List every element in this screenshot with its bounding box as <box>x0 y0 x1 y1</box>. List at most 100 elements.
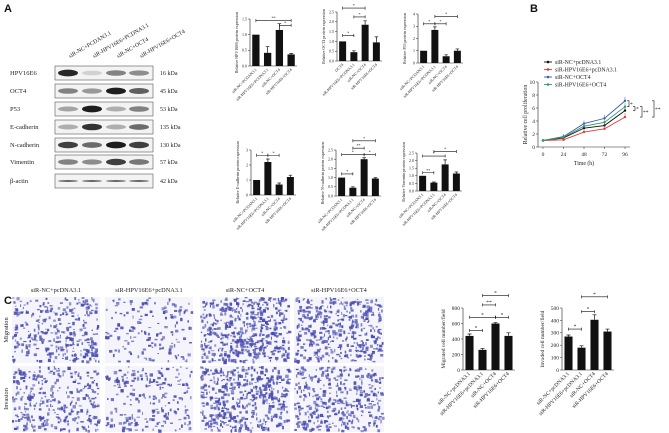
stained-cell <box>41 425 45 428</box>
stained-cell <box>258 348 262 352</box>
stained-cell <box>345 400 347 403</box>
stained-cell <box>48 352 52 356</box>
stained-cell <box>213 376 215 380</box>
stained-cell <box>303 315 307 319</box>
stained-cell <box>131 308 135 311</box>
y-tick-label: 3 <box>246 147 248 152</box>
stained-cell <box>268 333 270 338</box>
stained-cell <box>229 306 232 309</box>
stained-cell <box>16 386 18 390</box>
significance-bracket <box>469 328 483 332</box>
stained-cell <box>18 406 21 410</box>
stained-cell <box>380 332 382 335</box>
stained-cell <box>250 422 252 424</box>
stained-cell <box>215 332 217 336</box>
stained-cell <box>295 414 299 418</box>
stained-cell <box>260 329 263 333</box>
kda-label: 42 kDa <box>160 179 178 185</box>
stained-cell <box>17 311 21 316</box>
stained-cell <box>321 305 324 307</box>
stained-cell <box>129 392 133 396</box>
stained-cell <box>261 344 264 348</box>
legend-label: siR-NC+OCT4 <box>555 75 591 81</box>
stained-cell <box>80 421 84 423</box>
error-bar <box>363 20 367 25</box>
stained-cell <box>344 350 347 354</box>
stained-cell <box>338 398 342 402</box>
stained-cell <box>223 421 227 423</box>
stained-cell <box>146 377 148 381</box>
stained-cell <box>301 421 304 423</box>
stained-cell <box>322 401 326 405</box>
stained-cell <box>354 386 358 390</box>
stained-cell <box>271 417 273 421</box>
stained-cell <box>48 340 52 343</box>
stained-cell <box>301 327 304 331</box>
stained-cell <box>263 301 268 304</box>
stained-cell <box>308 310 311 314</box>
stained-cell <box>227 373 229 376</box>
stained-cell <box>308 343 311 347</box>
bar <box>420 50 428 63</box>
stained-cell <box>266 377 270 380</box>
stained-cell <box>234 425 237 429</box>
stained-cell <box>287 370 292 373</box>
stained-cell <box>378 348 382 352</box>
stain-image-migration-1 <box>105 297 194 363</box>
stained-cell <box>256 417 258 421</box>
stained-cell <box>270 375 274 379</box>
stained-cell <box>341 297 344 299</box>
stained-cell <box>246 350 249 353</box>
stained-cell <box>189 374 191 378</box>
stained-cell <box>96 318 98 321</box>
stained-cell <box>244 424 248 428</box>
stained-cell <box>352 400 356 403</box>
significance-label: ** <box>357 143 361 148</box>
stained-cell <box>65 344 69 347</box>
stained-cell <box>367 372 370 376</box>
stained-cell <box>149 373 154 377</box>
stained-cell <box>62 428 66 431</box>
stained-cell <box>208 313 211 316</box>
stained-cell <box>213 360 217 362</box>
stained-cell <box>267 379 271 383</box>
y-tick-label: 0 <box>556 368 559 374</box>
stained-cell <box>131 393 135 397</box>
stained-cell <box>364 313 368 316</box>
stained-cell <box>144 330 146 334</box>
stained-cell <box>221 348 224 352</box>
error-bar <box>351 186 355 188</box>
bar <box>453 50 461 63</box>
stained-cell <box>25 344 28 347</box>
stained-cell <box>245 427 247 430</box>
stained-cell <box>164 316 168 320</box>
stained-cell <box>128 422 132 426</box>
stained-cell <box>342 383 345 386</box>
stained-cell <box>224 405 226 409</box>
stained-cell <box>180 356 185 358</box>
stained-cell <box>55 378 60 382</box>
column-header: siR-HPV16E6+pcDNA3.1 <box>115 287 182 294</box>
stained-cell <box>59 336 61 339</box>
stained-cell <box>296 416 300 418</box>
stained-cell <box>220 390 222 393</box>
stained-cell <box>238 429 242 433</box>
stained-cell <box>379 344 383 348</box>
stained-cell <box>203 301 205 304</box>
stained-cell <box>124 380 128 383</box>
stained-cell <box>205 402 209 406</box>
stained-cell <box>297 349 300 352</box>
stained-cell <box>331 402 335 406</box>
stained-cell <box>161 425 164 427</box>
error-bar <box>374 36 379 43</box>
stained-cell <box>208 333 212 336</box>
stained-cell <box>264 385 268 389</box>
stained-cell <box>314 394 318 397</box>
stained-cell <box>184 309 188 312</box>
stained-cell <box>303 356 306 360</box>
stained-cell <box>379 316 382 319</box>
stained-cell <box>319 327 322 330</box>
stained-cell <box>250 374 253 376</box>
stained-cell <box>273 326 278 329</box>
stained-cell <box>93 415 96 417</box>
